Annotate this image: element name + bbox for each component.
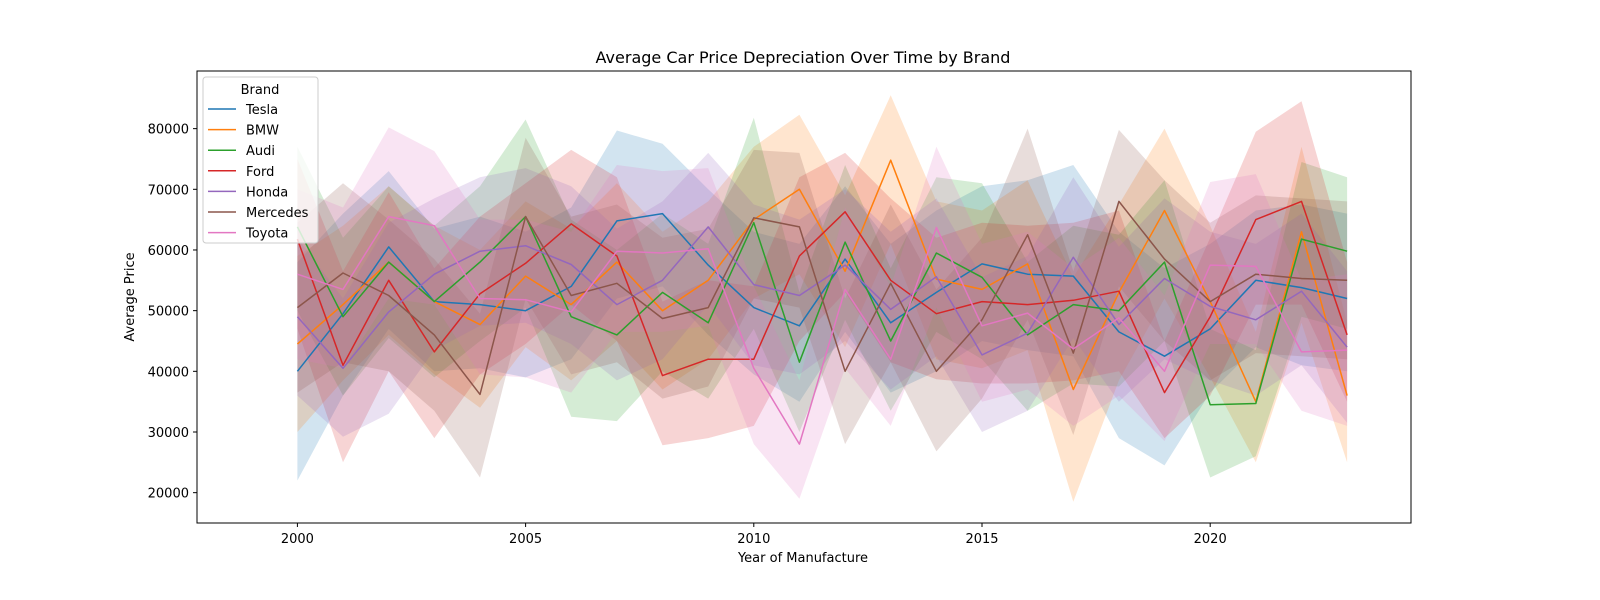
legend-label-tesla: Tesla xyxy=(245,103,278,118)
legend-label-audi: Audi xyxy=(246,144,275,159)
band-tesla xyxy=(297,130,1348,481)
band-honda xyxy=(297,152,1348,437)
x-tick-label: 2010 xyxy=(737,532,770,547)
series-line-bmw xyxy=(296,159,1348,403)
legend-label-toyota: Toyota xyxy=(245,227,288,242)
series-line-honda xyxy=(296,226,1348,370)
chart-title: Average Car Price Depreciation Over Time… xyxy=(596,48,1011,67)
x-tick-label: 2020 xyxy=(1194,532,1227,547)
y-tick-label: 70000 xyxy=(148,183,189,198)
y-axis-label: Average Price xyxy=(123,252,138,341)
legend-label-ford: Ford xyxy=(246,165,274,180)
y-axis-ticks: 20000 30000 40000 50000 60000 70000 80000 xyxy=(148,123,197,502)
legend: Brand Tesla BMW Audi Ford Honda Mercedes Toyot… xyxy=(202,76,319,244)
x-axis-ticks: 2000 2005 2010 2015 2020 xyxy=(281,523,1227,547)
series-lines xyxy=(296,159,1348,445)
plot-area-frame xyxy=(196,70,1412,524)
series-line-mercedes xyxy=(296,200,1348,396)
y-tick-label: 50000 xyxy=(148,305,189,320)
legend-box xyxy=(202,76,319,244)
y-tick-label: 30000 xyxy=(148,426,189,441)
x-tick-label: 2015 xyxy=(965,532,998,547)
legend-label-bmw: BMW xyxy=(246,124,279,139)
y-tick-label: 60000 xyxy=(148,244,189,259)
x-axis-label: Year of Manufacture xyxy=(737,551,868,566)
series-line-toyota xyxy=(297,215,1348,445)
y-tick-label: 80000 xyxy=(148,123,189,138)
legend-label-mercedes: Mercedes xyxy=(246,206,309,221)
legend-items: Tesla BMW Audi Ford Honda Mercedes Toyota xyxy=(208,103,309,242)
series-line-ford xyxy=(296,200,1348,394)
x-tick-label: 2005 xyxy=(509,532,542,547)
legend-title: Brand xyxy=(241,83,280,98)
x-tick-label: 2000 xyxy=(281,532,314,547)
y-tick-label: 40000 xyxy=(148,365,189,380)
legend-label-honda: Honda xyxy=(246,185,288,200)
series-line-audi xyxy=(296,215,1348,406)
band-ford xyxy=(297,101,1348,463)
band-toyota xyxy=(297,127,1348,499)
y-tick-label: 20000 xyxy=(148,487,189,502)
